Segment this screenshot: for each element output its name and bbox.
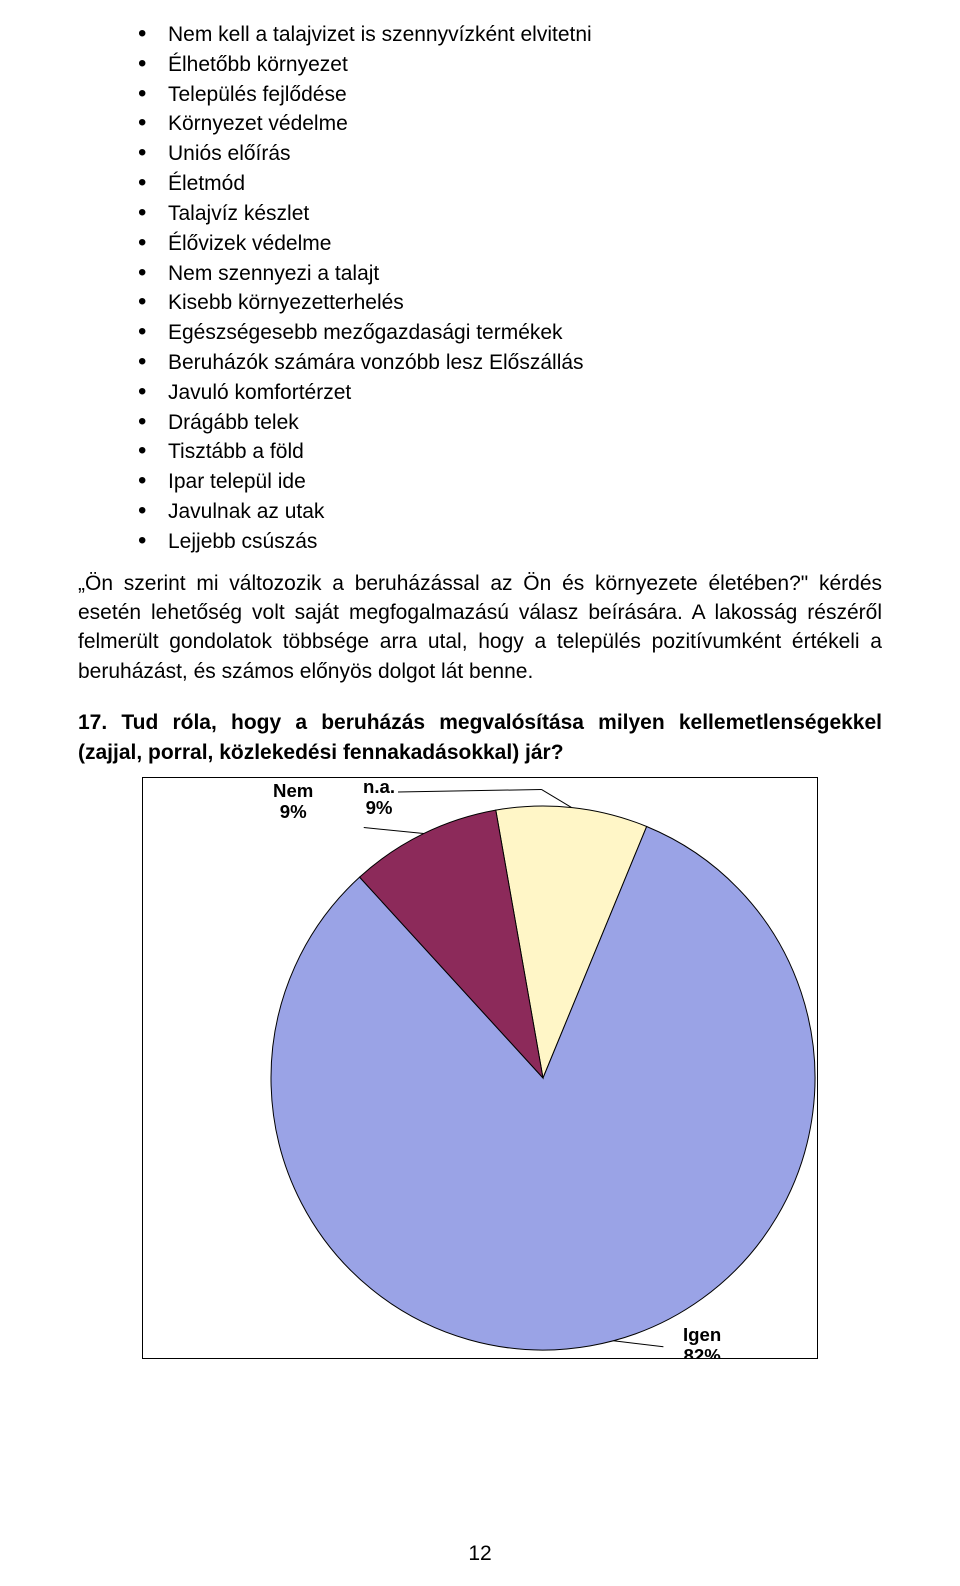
pie-leader-line — [398, 789, 541, 792]
bullet-item: Egészségesebb mezőgazdasági termékek — [138, 318, 882, 348]
bullet-item: Nem kell a talajvizet is szennyvízként e… — [138, 20, 882, 50]
bullet-item: Ipar települ ide — [138, 467, 882, 497]
pie-label: Igen82% — [683, 1324, 721, 1359]
pie-leader-line — [613, 1341, 663, 1347]
pie-leader-line — [541, 789, 571, 807]
document-page: Nem kell a talajvizet is szennyvízként e… — [0, 0, 960, 1586]
bullet-item: Életmód — [138, 169, 882, 199]
explanatory-paragraph: „Ön szerint mi változozik a beruházással… — [78, 569, 882, 687]
pie-chart-container: n.a.9% Nem9% Igen82% — [142, 777, 818, 1359]
pie-leader-line — [364, 827, 424, 833]
bullet-item: Beruházók számára vonzóbb lesz Előszállá… — [138, 348, 882, 378]
bullet-item: Nem szennyezi a talajt — [138, 259, 882, 289]
question-17-heading: 17. Tud róla, hogy a beruházás megvalósí… — [78, 708, 882, 767]
bullet-item: Kisebb környezetterhelés — [138, 288, 882, 318]
bullet-item: Drágább telek — [138, 408, 882, 438]
bullet-item: Élővizek védelme — [138, 229, 882, 259]
bullet-item: Uniós előírás — [138, 139, 882, 169]
bullet-item: Javuló komfortérzet — [138, 378, 882, 408]
pie-label: n.a.9% — [363, 777, 395, 819]
bullet-item: Talajvíz készlet — [138, 199, 882, 229]
bullet-item: Tisztább a föld — [138, 437, 882, 467]
pie-label: Nem9% — [273, 780, 313, 823]
bullet-item: Élhetőbb környezet — [138, 50, 882, 80]
bullet-list: Nem kell a talajvizet is szennyvízként e… — [78, 20, 882, 557]
page-number: 12 — [0, 1539, 960, 1568]
bullet-item: Lejjebb csúszás — [138, 527, 882, 557]
bullet-item: Javulnak az utak — [138, 497, 882, 527]
pie-chart — [143, 778, 817, 1358]
bullet-item: Környezet védelme — [138, 109, 882, 139]
bullet-item: Település fejlődése — [138, 80, 882, 110]
